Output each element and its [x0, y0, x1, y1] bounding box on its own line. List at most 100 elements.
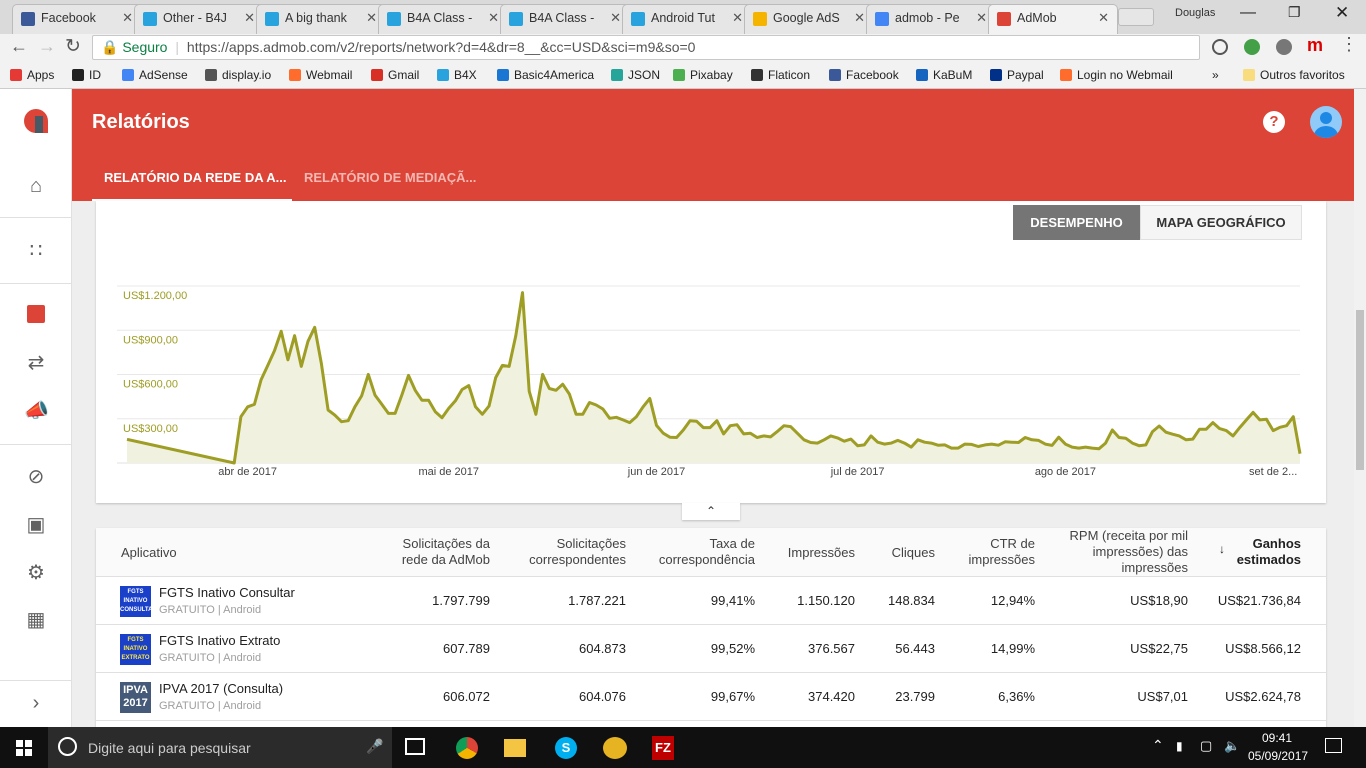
close-tab-icon[interactable]: ✕ [610, 10, 621, 25]
bookmark[interactable]: KaBuM [916, 68, 972, 82]
block-icon[interactable]: ⊘ [27, 466, 45, 488]
more-bookmarks[interactable]: » [1212, 68, 1219, 82]
bookmark[interactable]: B4X [437, 68, 477, 82]
file-explorer-icon[interactable] [504, 739, 526, 757]
tab-mediation-report[interactable]: RELATÓRIO DE MEDIAÇÃ... [304, 170, 477, 185]
close-tab-icon[interactable]: ✕ [366, 10, 377, 25]
battery-icon[interactable]: ▮ [1176, 739, 1183, 753]
table-row[interactable]: IPVA 2017 IPVA 2017 (Consulta) GRATUITO … [96, 672, 1326, 720]
bookmark[interactable]: Login no Webmail [1060, 68, 1173, 82]
folder-icon [1243, 69, 1255, 81]
tab-network-report[interactable]: RELATÓRIO DA REDE DA A... [92, 170, 292, 201]
address-bar[interactable]: 🔒 Seguro | https://apps.admob.com/v2/rep… [92, 35, 1200, 60]
browser-tab[interactable]: Android Tut ✕ [622, 4, 752, 34]
restore-button[interactable]: ❐ [1288, 4, 1301, 20]
bookmark[interactable]: Paypal [990, 68, 1044, 82]
bookmark[interactable]: Facebook [829, 68, 899, 82]
close-tab-icon[interactable]: ✕ [854, 10, 865, 25]
apps-icon[interactable]: ∷ [29, 240, 43, 262]
bookmark[interactable]: Flaticon [751, 68, 810, 82]
browser-tab[interactable]: B4A Class - ✕ [378, 4, 508, 34]
close-window-button[interactable]: ✕ [1335, 3, 1350, 22]
avatar[interactable] [1310, 106, 1342, 138]
skype-icon[interactable]: S [555, 737, 577, 759]
payments-icon[interactable]: ▣ [26, 514, 46, 536]
col-clicks[interactable]: Cliques [891, 545, 935, 560]
taskbar-search[interactable]: Digite aqui para pesquisar 🎤 [48, 727, 392, 768]
notifications-icon[interactable] [1325, 738, 1342, 753]
extension-m-icon[interactable]: m [1307, 35, 1324, 55]
back-icon[interactable]: ← [10, 36, 28, 56]
bookmark[interactable]: Pixabay [673, 68, 733, 82]
geo-map-toggle[interactable]: MAPA GEOGRÁFICO [1140, 205, 1302, 240]
bookmark[interactable]: Gmail [371, 68, 419, 82]
scrollbar[interactable] [1354, 89, 1366, 727]
col-network-requests[interactable]: Solicitações da rede da AdMob [401, 536, 490, 567]
b4x-icon [265, 12, 279, 26]
browser-tab[interactable]: Google AdS ✕ [744, 4, 874, 34]
close-tab-icon[interactable]: ✕ [122, 10, 133, 25]
bookmark[interactable]: display.io [205, 68, 271, 82]
new-tab-button[interactable] [1118, 8, 1154, 26]
browser-menu-icon[interactable]: ⋮ [1340, 34, 1358, 54]
browser-tab[interactable]: A big thank ✕ [256, 4, 386, 34]
bookmark[interactable]: JSON [611, 68, 660, 82]
home-icon[interactable]: ⌂ [29, 175, 43, 197]
col-app[interactable]: Aplicativo [121, 545, 177, 560]
task-view-icon[interactable] [405, 738, 425, 755]
browser-tab[interactable]: admob - Pe ✕ [866, 4, 996, 34]
app-icon[interactable] [603, 737, 627, 759]
reload-icon[interactable]: ↻ [65, 36, 81, 57]
bookmark[interactable]: Apps [10, 68, 54, 82]
col-impressions[interactable]: Impressões [787, 545, 855, 560]
col-rpm[interactable]: RPM (receita por mil impressões) das imp… [1069, 528, 1188, 575]
extension-green-icon[interactable] [1244, 39, 1260, 55]
close-tab-icon[interactable]: ✕ [976, 10, 987, 25]
reports-icon[interactable] [24, 303, 48, 327]
col-ctr[interactable]: CTR de impressões [968, 536, 1035, 567]
forward-icon[interactable]: → [38, 36, 56, 56]
bookmark[interactable]: ID [72, 68, 101, 82]
browser-tab[interactable]: B4A Class - ✕ [500, 4, 630, 34]
help-icon[interactable]: ? [1263, 111, 1285, 133]
bookmark[interactable]: Basic4America [497, 68, 594, 82]
table-row[interactable]: FGTS INATIVO EXTRATO FGTS Inativo Extrat… [96, 624, 1326, 672]
mediation-icon[interactable]: ⇄ [27, 352, 45, 374]
browser-tab[interactable]: Facebook ✕ [12, 4, 142, 34]
table-row[interactable]: FGTS INATIVO CONSULTAR FGTS Inativo Cons… [96, 576, 1326, 624]
col-earnings[interactable]: Ganhos estimados [1236, 536, 1301, 567]
filezilla-icon[interactable]: FZ [652, 736, 674, 760]
collapse-chart-button[interactable]: ⌃ [682, 503, 740, 520]
feedback-icon[interactable]: ▦ [26, 609, 46, 631]
extension-sync-icon[interactable] [1212, 39, 1228, 55]
windows-start-icon[interactable] [16, 740, 32, 756]
col-matched-requests[interactable]: Solicitações correspondentes [529, 536, 626, 567]
performance-toggle[interactable]: DESEMPENHO [1013, 205, 1140, 240]
tray-expand-icon[interactable]: ⌃ [1152, 737, 1164, 753]
network-icon[interactable]: ▢ [1200, 738, 1213, 753]
profile-name[interactable]: Douglas [1175, 7, 1216, 19]
browser-tab[interactable]: Other - B4J ✕ [134, 4, 264, 34]
col-match-rate[interactable]: Taxa de correspondência [658, 536, 755, 567]
minimize-button[interactable]: — [1240, 4, 1256, 21]
settings-icon[interactable]: ⚙ [27, 562, 45, 584]
app-name[interactable]: IPVA 2017 (Consulta) [159, 681, 284, 696]
app-name[interactable]: FGTS Inativo Consultar [159, 585, 295, 600]
chrome-icon[interactable] [456, 737, 478, 759]
close-tab-icon[interactable]: ✕ [488, 10, 499, 25]
bookmark[interactable]: AdSense [122, 68, 188, 82]
clock-time[interactable]: 09:41 [1262, 731, 1293, 745]
close-tab-icon[interactable]: ✕ [244, 10, 255, 25]
browser-tab[interactable]: AdMob ✕ [988, 4, 1118, 34]
expand-icon[interactable]: › [32, 692, 40, 714]
close-tab-icon[interactable]: ✕ [1098, 10, 1109, 25]
app-name[interactable]: FGTS Inativo Extrato [159, 633, 281, 648]
clock-date[interactable]: 05/09/2017 [1248, 749, 1309, 763]
campaigns-icon[interactable]: 📣 [24, 400, 49, 422]
close-tab-icon[interactable]: ✕ [732, 10, 743, 25]
volume-icon[interactable]: 🔈 [1224, 738, 1241, 753]
other-bookmarks[interactable]: Outros favoritos [1243, 68, 1345, 82]
bookmark[interactable]: Webmail [289, 68, 352, 82]
extension-eye-icon[interactable] [1276, 39, 1292, 55]
admob-logo[interactable] [24, 109, 48, 133]
